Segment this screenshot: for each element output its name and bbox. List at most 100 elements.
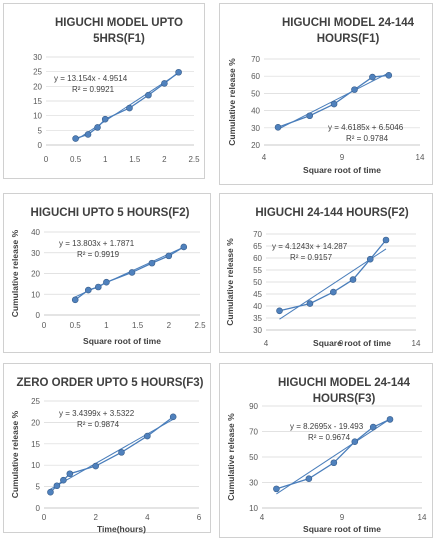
data-point xyxy=(161,80,168,87)
data-point xyxy=(148,259,156,267)
y-tick-label: 15 xyxy=(31,440,40,449)
y-tick-label: 10 xyxy=(249,504,258,513)
chart-panel-f2-upto-5hrs: HIGUCHI UPTO 5 HOURS(F2) 0 10 20 30 40 0 0.5 1 1.… xyxy=(3,193,211,353)
y-tick-label: 50 xyxy=(249,453,258,462)
x-tick-label: 2 xyxy=(167,321,172,330)
data-point xyxy=(351,86,358,93)
x-tick-label: 1.5 xyxy=(129,155,141,164)
y-tick-label: 70 xyxy=(249,428,258,437)
trend-equation: y = 4.6185x + 6.5046 xyxy=(328,123,404,132)
data-point xyxy=(276,307,283,315)
y-axis-label: Cumulative release % xyxy=(10,229,20,317)
y-axis-label: Cumulative release % xyxy=(226,413,236,501)
data-point xyxy=(128,269,136,276)
chart-svg: HIGUCHI 24-144 HOURS(F2) 30 35 40 45 50 55 60 65… xyxy=(225,207,421,348)
y-tick-label: 5 xyxy=(36,483,41,492)
x-axis-label: Square root of time xyxy=(83,336,161,346)
data-point xyxy=(386,416,394,423)
y-tick-label: 30 xyxy=(253,326,262,335)
chart-title: HIGUCHI UPTO 5 HOURS(F2) xyxy=(31,207,190,219)
x-tick-label: 0 xyxy=(44,155,49,164)
x-tick-label: 9 xyxy=(340,153,345,162)
y-tick-label: 30 xyxy=(249,479,258,488)
y-tick-label: 0 xyxy=(38,141,43,150)
y-tick-label: 30 xyxy=(251,124,260,133)
x-tick-label: 1.5 xyxy=(132,321,144,330)
chart-svg: HIGUCHI UPTO 5 HOURS(F2) 0 10 20 30 40 0 0.5 1 1.… xyxy=(10,207,206,346)
x-tick-label: 1 xyxy=(103,155,108,164)
x-axis-label: Square root of time xyxy=(303,524,381,534)
data-point xyxy=(369,73,376,81)
chart-title: HIGUCHI MODEL UPTO xyxy=(55,17,183,29)
y-tick-label: 20 xyxy=(251,141,260,150)
series-line xyxy=(279,239,387,312)
x-tick-label: 6 xyxy=(197,513,202,522)
y-tick-label: 20 xyxy=(33,82,42,91)
chart-panel-f1-upto-5hrs: HIGUCHI MODEL UPTO 5HRS(F1) 0 5 10 15 20 25 30 0 0… xyxy=(3,3,205,179)
y-tick-label: 0 xyxy=(36,311,41,320)
data-point xyxy=(305,475,313,482)
data-point xyxy=(60,476,67,484)
chart-panel-f2-24-144: HIGUCHI 24-144 HOURS(F2) 30 35 40 45 50 55 60 65… xyxy=(219,193,433,353)
data-point xyxy=(366,255,374,263)
trend-equation: y = 13.154x - 4.9514 xyxy=(54,74,128,83)
data-point xyxy=(53,482,61,490)
y-tick-label: 65 xyxy=(253,242,262,251)
data-point xyxy=(330,459,338,467)
data-point xyxy=(144,432,151,440)
data-point xyxy=(126,104,133,112)
trendline xyxy=(50,418,174,490)
data-point xyxy=(306,300,314,307)
y-tick-label: 40 xyxy=(31,228,40,237)
y-tick-label: 90 xyxy=(249,402,258,411)
data-point xyxy=(165,252,173,260)
y-tick-label: 60 xyxy=(251,72,260,81)
data-point xyxy=(274,123,282,131)
data-point xyxy=(118,449,125,456)
chart-svg: HIGUCHI MODEL UPTO 5HRS(F1) 0 5 10 15 20 25 30 0 0… xyxy=(33,17,200,164)
data-point xyxy=(84,131,92,138)
data-point xyxy=(180,243,188,251)
data-point xyxy=(66,470,74,478)
y-tick-label: 45 xyxy=(253,290,262,299)
chart-panel-f3-zero-order: ZERO ORDER UPTO 5 HOURS(F3) 0 5 10 15 20 25 0 2 4… xyxy=(3,363,211,534)
x-tick-label: 2.5 xyxy=(194,321,206,330)
y-tick-label: 30 xyxy=(33,53,42,62)
data-point xyxy=(382,236,390,244)
chart-svg: ZERO ORDER UPTO 5 HOURS(F3) 0 5 10 15 20 25 0 2 4… xyxy=(10,377,204,534)
y-tick-label: 20 xyxy=(31,418,40,427)
y-tick-label: 50 xyxy=(251,89,260,98)
y-tick-label: 40 xyxy=(253,302,262,311)
chart-panel-f1-24-144: HIGUCHI MODEL 24-144 HOURS(F1) 20 30 40 50 60 7… xyxy=(219,3,433,185)
trend-equation: y = 13.803x + 1.7871 xyxy=(59,239,135,248)
chart-title: HIGUCHI MODEL 24-144 xyxy=(278,377,411,389)
data-point xyxy=(103,278,110,286)
chart-title: HIGUCHI MODEL 24-144 xyxy=(282,17,415,29)
data-point xyxy=(145,91,152,99)
data-point xyxy=(72,135,79,142)
y-tick-label: 15 xyxy=(33,97,42,106)
x-tick-label: 14 xyxy=(418,513,427,522)
data-point xyxy=(330,288,337,296)
data-point xyxy=(330,100,338,108)
y-tick-label: 10 xyxy=(31,290,40,299)
data-point xyxy=(94,124,101,131)
y-tick-label: 5 xyxy=(38,126,43,135)
r-squared-label: R² = 0.9874 xyxy=(77,420,120,429)
chart-title: HOURS(F1) xyxy=(317,33,380,45)
x-tick-label: 4 xyxy=(145,513,150,522)
x-tick-label: 14 xyxy=(416,153,425,162)
y-tick-label: 55 xyxy=(253,266,262,275)
y-tick-label: 70 xyxy=(251,55,260,64)
x-tick-label: 0 xyxy=(42,513,47,522)
r-squared-label: R² = 0.9157 xyxy=(290,253,333,262)
x-tick-label: 2.5 xyxy=(188,155,200,164)
trend-equation: y = 4.1243x + 14.287 xyxy=(272,242,348,251)
y-tick-label: 30 xyxy=(31,249,40,258)
data-point xyxy=(71,296,79,304)
y-tick-label: 20 xyxy=(31,270,40,279)
r-squared-label: R² = 0.9919 xyxy=(77,250,120,259)
x-tick-label: 1 xyxy=(104,321,109,330)
trendline xyxy=(276,418,391,495)
x-axis-label: Square root of time xyxy=(303,165,381,175)
